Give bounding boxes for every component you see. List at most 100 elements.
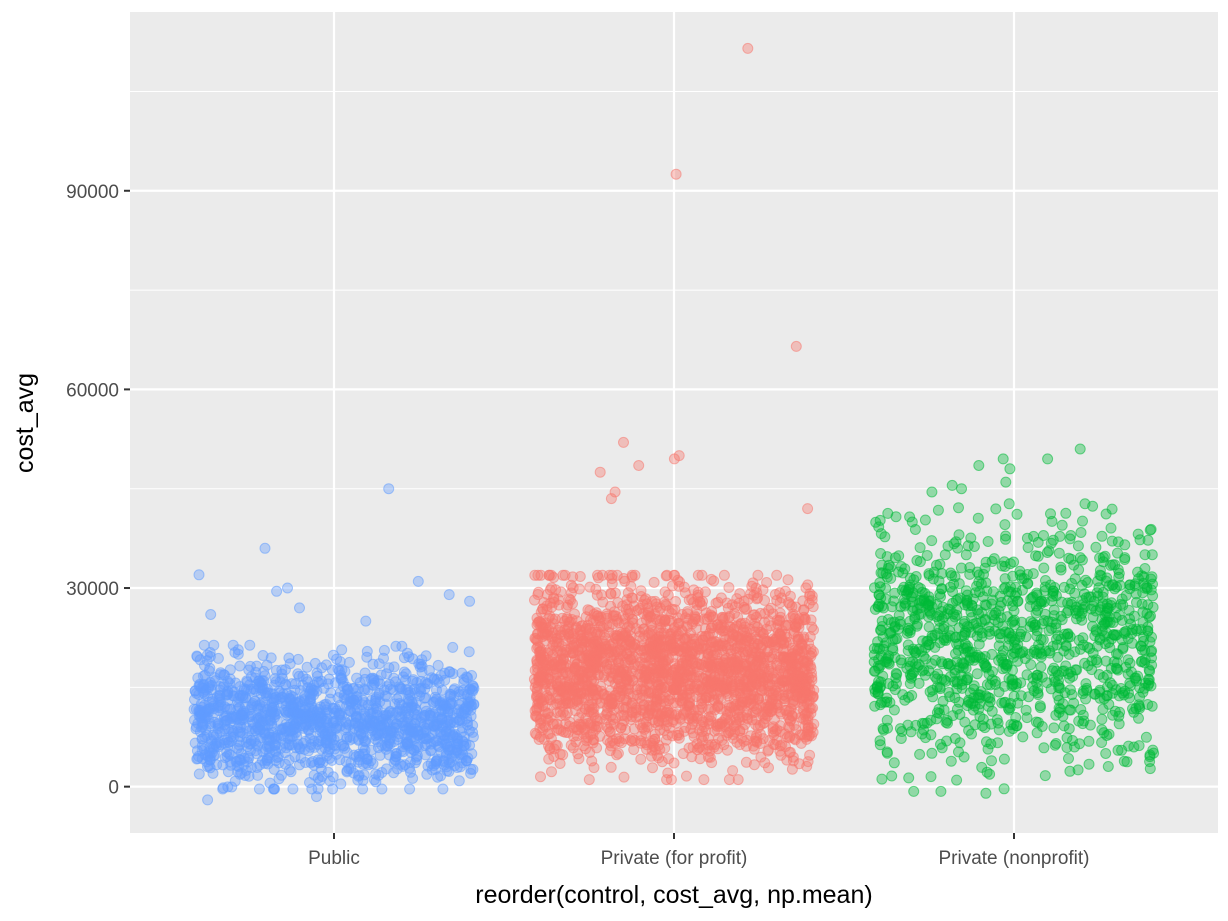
point-2-890 xyxy=(1075,527,1087,538)
point-0-1398 xyxy=(313,757,325,769)
point-0-1005 xyxy=(332,692,344,704)
point-0-1153 xyxy=(331,653,343,665)
point-2-697 xyxy=(948,538,960,550)
point-2-1133 xyxy=(1014,647,1026,659)
point-1-2065 xyxy=(724,706,736,718)
point-2-807 xyxy=(931,713,942,725)
point-1-2157 xyxy=(741,706,753,718)
point-1-2294 xyxy=(646,628,658,640)
point-1-2270 xyxy=(696,569,708,581)
point-1-2180 xyxy=(734,725,746,737)
point-1-1885 xyxy=(583,774,595,786)
point-0-1400 xyxy=(383,483,395,495)
point-1-1872 xyxy=(574,571,586,582)
point-2-1135 xyxy=(926,632,938,644)
point-1-1096 xyxy=(584,581,596,593)
point-2-1109 xyxy=(910,658,922,670)
point-2-457 xyxy=(1025,659,1037,671)
point-1-2089 xyxy=(557,686,569,697)
point-1-2311 xyxy=(535,771,546,783)
point-2-643 xyxy=(927,691,939,703)
point-1-2032 xyxy=(784,590,796,602)
point-2-1075 xyxy=(1096,737,1108,748)
point-0-1384 xyxy=(435,670,447,681)
point-2-1079 xyxy=(961,595,973,607)
point-2-1071 xyxy=(1063,723,1075,735)
point-1-2064 xyxy=(570,621,582,633)
point-2-1142 xyxy=(1113,568,1125,579)
point-2-929 xyxy=(1140,677,1152,689)
point-1-2278 xyxy=(778,674,790,686)
point-1-2166 xyxy=(647,640,659,652)
point-2-1061 xyxy=(1130,588,1142,600)
point-1-1846 xyxy=(739,621,751,633)
point-0-1408 xyxy=(294,602,305,614)
point-0-1241 xyxy=(456,715,468,727)
point-0-1258 xyxy=(349,705,361,717)
point-1-2277 xyxy=(637,599,649,610)
point-2-985 xyxy=(1101,669,1113,681)
point-2-865 xyxy=(899,694,911,706)
point-2-837 xyxy=(1112,648,1124,660)
point-2-1070 xyxy=(1131,625,1143,637)
point-0-1236 xyxy=(196,733,208,745)
point-0-1405 xyxy=(271,585,283,597)
point-2-653 xyxy=(1133,712,1144,724)
point-0-1394 xyxy=(410,697,422,709)
point-0-991 xyxy=(376,767,388,778)
point-1-2118 xyxy=(595,696,607,708)
point-2-1050 xyxy=(999,561,1011,572)
point-0-1006 xyxy=(441,765,453,777)
point-1-2299 xyxy=(687,645,699,657)
point-1-2291 xyxy=(711,619,723,631)
point-0-1144 xyxy=(313,677,325,689)
point-1-2249 xyxy=(730,601,741,613)
point-2-964 xyxy=(1124,680,1136,692)
point-0-1320 xyxy=(389,755,401,766)
point-2-1013 xyxy=(990,503,1002,515)
point-1-1306 xyxy=(788,719,800,731)
point-1-2176 xyxy=(643,686,655,698)
point-1-2025 xyxy=(749,620,761,632)
point-0-1406 xyxy=(443,589,455,601)
point-2-753 xyxy=(1072,540,1084,552)
point-0-748 xyxy=(381,668,392,680)
point-1-2019 xyxy=(694,597,706,608)
point-2-922 xyxy=(1087,620,1098,632)
point-0-401 xyxy=(357,783,369,795)
point-1-2163 xyxy=(774,720,786,732)
point-0-1396 xyxy=(305,739,317,750)
point-1-2105 xyxy=(802,690,814,702)
point-2-1159 xyxy=(980,787,992,799)
point-0-1321 xyxy=(401,647,413,659)
point-1-2303 xyxy=(618,436,629,448)
point-2-702 xyxy=(1021,712,1033,724)
point-1-2261 xyxy=(592,610,604,622)
point-0-1412 xyxy=(202,794,214,806)
point-2-1043 xyxy=(881,551,893,563)
point-0-1338 xyxy=(204,718,216,730)
point-2-872 xyxy=(1077,515,1088,527)
point-1-2015 xyxy=(668,757,680,769)
point-1-1081 xyxy=(718,569,730,581)
point-0-1374 xyxy=(269,733,281,745)
point-0-1386 xyxy=(336,664,348,676)
point-2-1134 xyxy=(1000,659,1012,670)
point-1-2309 xyxy=(605,493,617,505)
point-2-821 xyxy=(1130,702,1142,714)
point-0-1372 xyxy=(322,766,334,778)
point-0-1268 xyxy=(436,684,448,696)
point-2-531 xyxy=(1090,541,1102,553)
point-1-2262 xyxy=(529,681,541,693)
point-1-1887 xyxy=(727,765,739,777)
point-0-1353 xyxy=(343,763,355,775)
point-2-1025 xyxy=(1056,614,1068,626)
point-2-495 xyxy=(893,550,905,562)
point-1-1654 xyxy=(782,574,794,586)
point-2-920 xyxy=(1047,534,1059,546)
point-2-378 xyxy=(972,512,984,524)
point-1-2016 xyxy=(705,703,717,715)
point-1-2243 xyxy=(554,706,566,717)
point-2-1059 xyxy=(982,700,994,712)
point-1-2220 xyxy=(767,653,779,665)
